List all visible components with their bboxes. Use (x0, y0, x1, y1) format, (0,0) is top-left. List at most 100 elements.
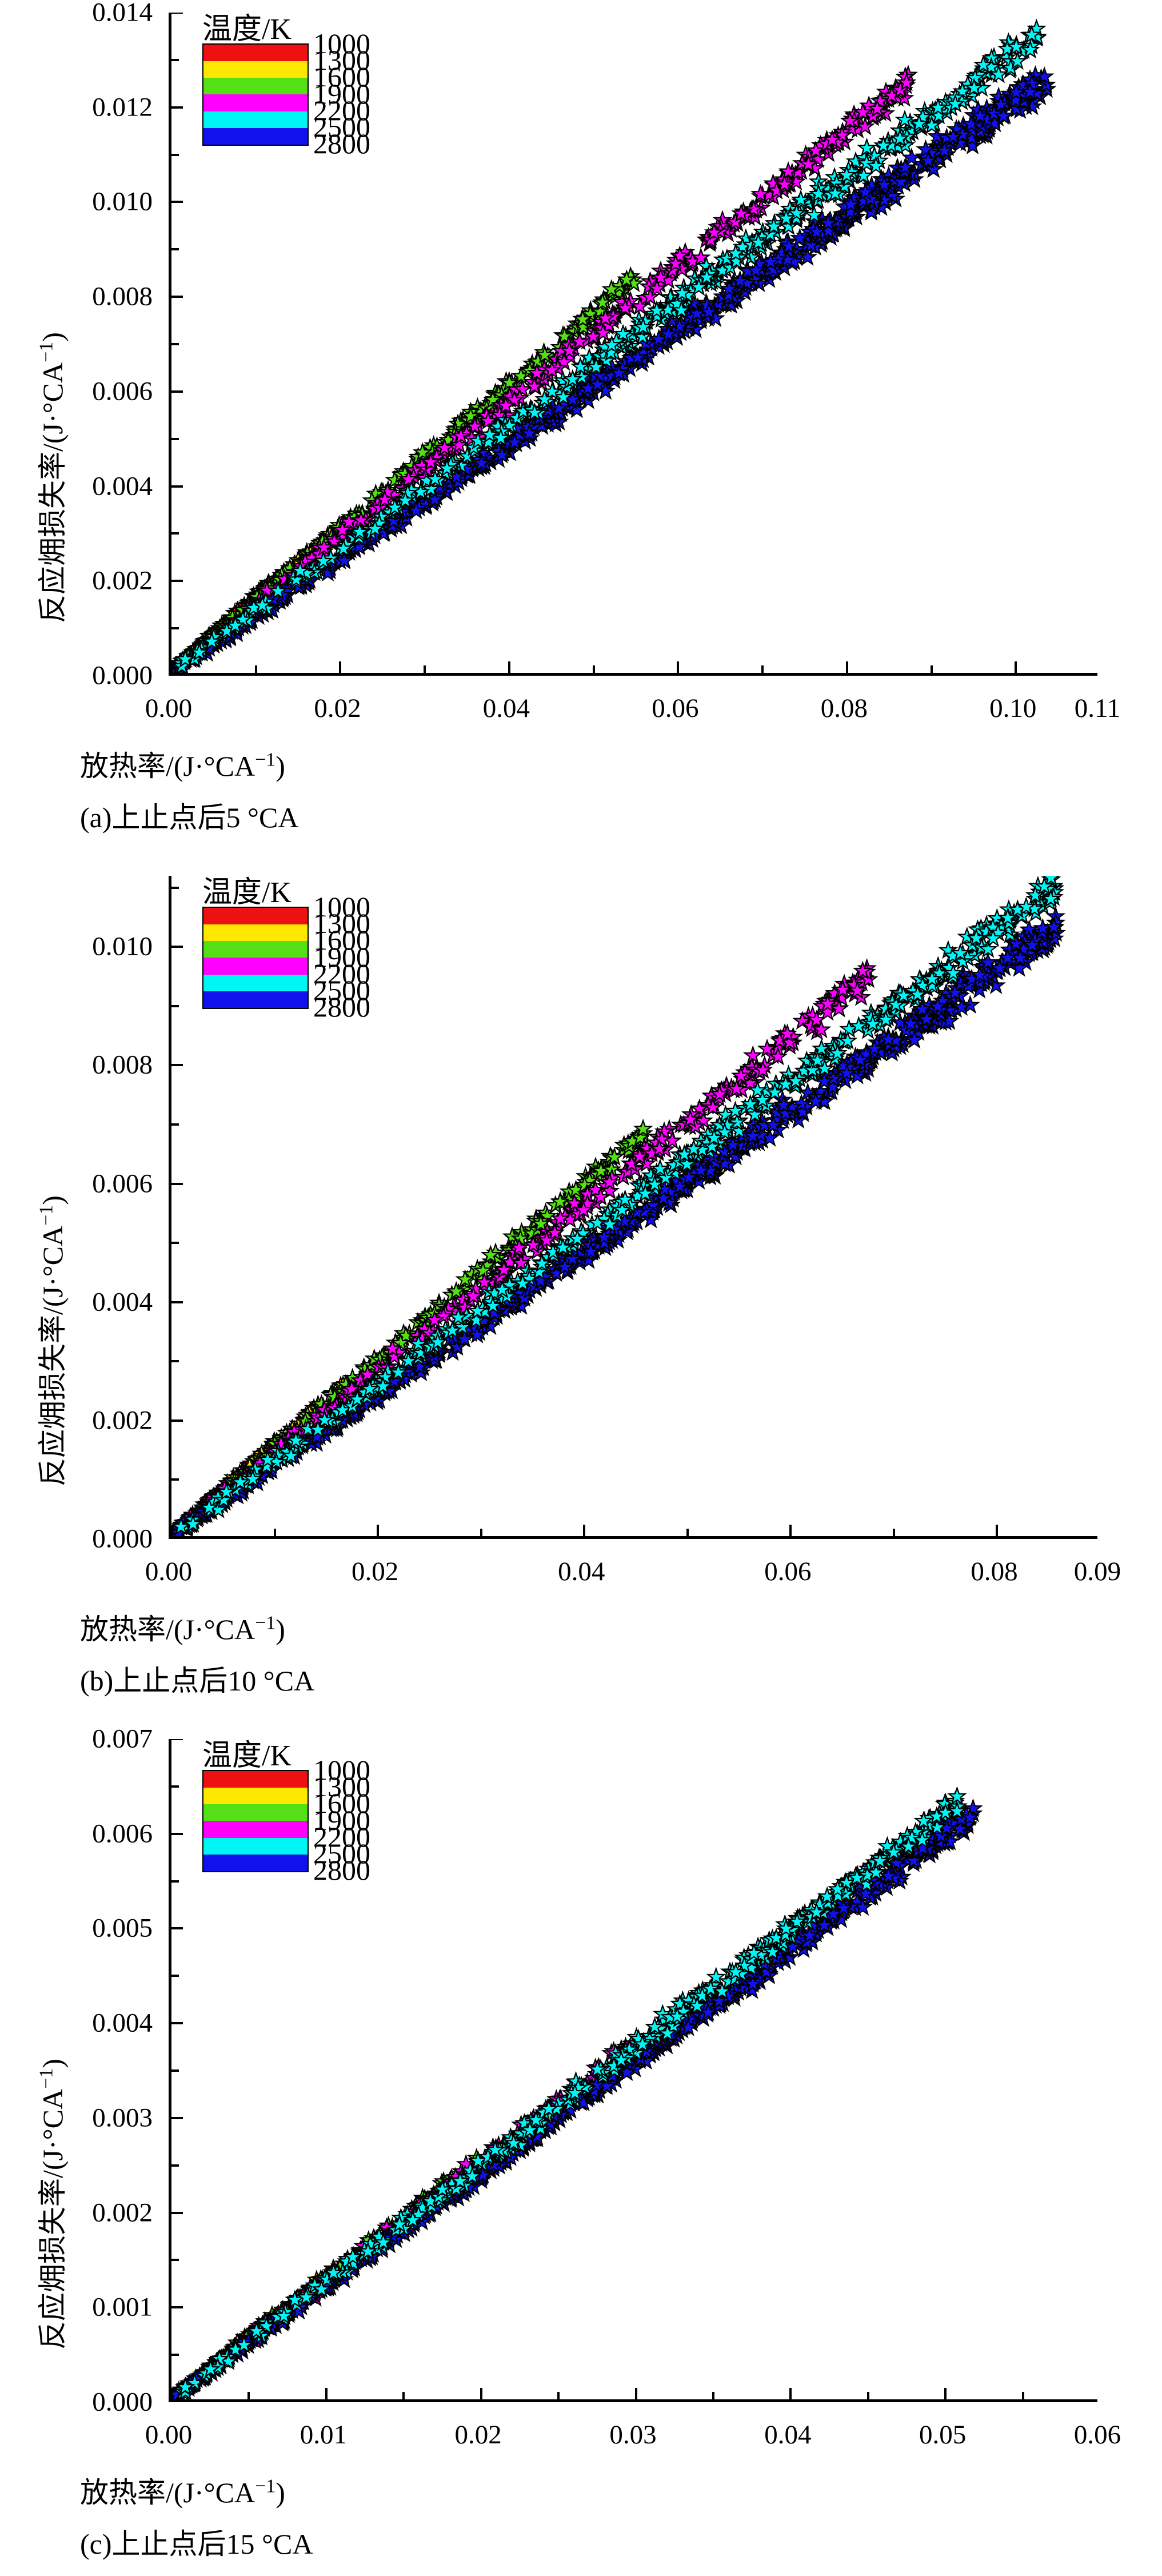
legend-color-band (203, 78, 308, 95)
y-axis-title-sup: −1 (35, 2068, 57, 2089)
y-tick-label: 0.005 (92, 1913, 153, 1943)
y-tick-minor (171, 58, 179, 61)
legend-color-band (203, 908, 308, 925)
y-tick-minor (171, 248, 179, 251)
y-tick-major (171, 1739, 183, 1740)
y-tick-major (171, 2022, 183, 2025)
scatter-series-2800 (171, 923, 1066, 1536)
x-axis-title-sup: −1 (255, 1612, 276, 1634)
scatter-series-2500 (171, 65, 1055, 673)
scatter-series-1900 (171, 2033, 644, 2399)
y-axis-title-text: 反应㶲损失率/(J·°CA (37, 1225, 69, 1486)
y-tick-label: 0.004 (92, 1287, 153, 1317)
y-tick-major (171, 2116, 183, 2119)
scatter-series-1600 (171, 2147, 489, 2399)
x-tick-major (171, 1525, 173, 1536)
y-tick-minor (171, 1360, 179, 1363)
legend-title: 温度/K (202, 1740, 292, 1772)
x-tick-label: 0.02 (351, 1557, 399, 1586)
y-tick-label: 0.007 (92, 1724, 153, 1754)
scatter-series-1000 (171, 2314, 274, 2399)
y-tick-label: 0.010 (92, 931, 153, 962)
scatter-series-2500 (171, 1798, 983, 2399)
y-tick-minor (171, 343, 179, 345)
legend-color-band (203, 1771, 308, 1788)
legend-colorbar (202, 907, 309, 1009)
x-tick-major (845, 661, 848, 673)
y-tick-minor (171, 627, 179, 630)
y-axis-title-c: 反应㶲损失率/(J·°CA−1) (30, 2059, 71, 2350)
y-tick-label: 0.010 (92, 186, 153, 217)
x-tick-minor (712, 2392, 714, 2399)
y-tick-minor (171, 437, 179, 440)
x-tick-minor (686, 1529, 689, 1536)
y-axis-title-sup: −1 (35, 341, 57, 362)
y-tick-major (171, 201, 183, 204)
y-axis-title-text: 反应㶲损失率/(J·°CA (37, 2088, 69, 2350)
x-tick-minor (1021, 2392, 1024, 2399)
y-tick-label: 0.008 (92, 281, 153, 312)
x-tick-label: 0.00 (145, 693, 193, 723)
y-tick-minor (171, 2164, 179, 2167)
legend-label: 2800 (313, 127, 370, 159)
legend-color-band (203, 1821, 308, 1838)
y-tick-minor (171, 2259, 179, 2262)
y-tick-label: 0.000 (92, 660, 153, 691)
legend-color-band (203, 1804, 308, 1821)
y-tick-major (171, 1064, 183, 1067)
x-tick-major (996, 1525, 999, 1536)
x-tick-label: 0.03 (609, 2420, 657, 2450)
legend-color-band (203, 1788, 308, 1805)
y-tick-major (171, 580, 183, 583)
y-tick-label: 0.008 (92, 1050, 153, 1080)
x-tick-label: 0.00 (145, 2420, 193, 2450)
x-tick-label: 0.04 (764, 2420, 812, 2450)
x-axis-title-sup: −1 (255, 2475, 276, 2497)
scatter-series-2800 (171, 74, 1057, 673)
legend-color-band (203, 974, 308, 991)
scatter-series-2200 (173, 1786, 968, 2399)
x-tick-minor (930, 665, 933, 673)
y-tick-major (171, 390, 183, 393)
x-tick-label: 0.06 (1073, 2420, 1121, 2450)
scatter-series-2800 (171, 1803, 983, 2399)
y-tick-label: 0.000 (92, 1524, 153, 1554)
x-tick-major (480, 2388, 482, 2399)
x-tick-major (789, 2388, 792, 2399)
y-axis-title-sup: −1 (35, 1205, 57, 1226)
y-tick-minor (171, 1242, 179, 1245)
figure-panel-b: 温度/K 1000 1300 1600 1900 2200 2500 2800 0.000 0… (0, 863, 1162, 1721)
y-tick-major (171, 1301, 183, 1303)
scatter-series-1900 (172, 65, 919, 673)
y-tick-major (171, 946, 183, 948)
legend-labels: 1000 1300 1600 1900 2200 2500 2800 (313, 27, 433, 159)
y-tick-label: 0.002 (92, 565, 153, 596)
y-tick-major (171, 1927, 183, 1930)
x-tick-minor (247, 2392, 250, 2399)
y-tick-major (171, 1419, 183, 1422)
legend-color-band (203, 1854, 308, 1871)
x-tick-label: 0.04 (558, 1557, 605, 1586)
y-tick-major (171, 1538, 183, 1539)
y-tick-minor (171, 1975, 179, 1977)
legend-color-band (203, 127, 308, 145)
y-tick-label: 0.002 (92, 1405, 153, 1435)
scatter-series-1300 (171, 2258, 345, 2399)
x-tick-minor (761, 665, 764, 673)
x-tick-major (171, 661, 173, 673)
x-axis-title-text: 放热率/(J·°CA (80, 1613, 255, 1645)
x-tick-minor (254, 665, 257, 673)
y-tick-label: 0.002 (92, 2198, 153, 2228)
x-tick-major (677, 661, 680, 673)
y-tick-label: 0.006 (92, 1819, 153, 1849)
x-tick-label: 0.04 (482, 693, 530, 723)
scatter-series-1900 (171, 958, 879, 1536)
y-tick-label: 0.004 (92, 471, 153, 501)
x-axis-title-sup: −1 (255, 749, 276, 771)
x-tick-minor (557, 2392, 560, 2399)
x-tick-major (634, 2388, 637, 2399)
legend-color-band (203, 111, 308, 128)
y-tick-major (171, 675, 183, 676)
x-tick-major (583, 1525, 586, 1536)
y-axis-title-tail: ) (37, 1195, 69, 1205)
